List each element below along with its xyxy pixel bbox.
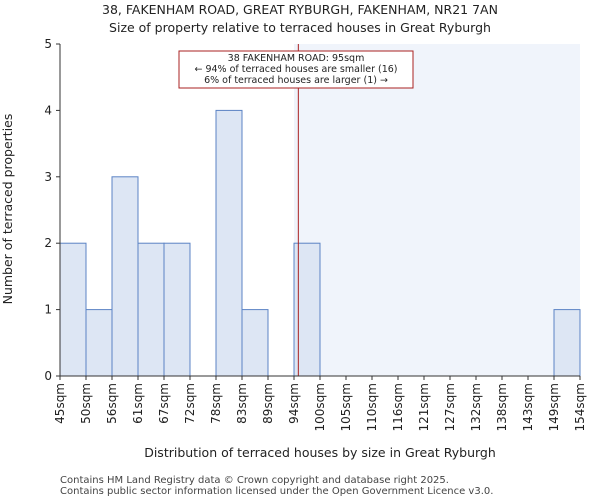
y-tick-label-0: 0 — [44, 369, 52, 383]
bar-149sqm — [553, 309, 581, 377]
x-ticks-group: 45sqm 50sqm 56sqm 61sqm 67sqm 72sqm 78sqm 83sqm… — [53, 376, 587, 431]
bars-group — [59, 109, 581, 377]
y-tick-label-1: 1 — [44, 303, 52, 317]
y-tick-label-3: 3 — [44, 170, 52, 184]
x-tick-label-143sqm: 143sqm — [521, 383, 535, 431]
annotation-line-2: ← 94% of terraced houses are smaller (16… — [194, 64, 397, 75]
annotation-border — [178, 50, 414, 89]
y-tick-label-5: 5 — [44, 37, 52, 51]
footer-line-1: Contains HM Land Registry data © Crown c… — [60, 475, 449, 486]
x-tick-label-127sqm: 127sqm — [443, 383, 457, 431]
x-tick-label-45sqm: 45sqm — [53, 383, 67, 424]
bar-50sqm — [85, 309, 113, 377]
bar-78sqm — [215, 109, 243, 377]
annotation-box: 38 FAKENHAM ROAD: 95sqm ← 94% of terrace… — [178, 50, 414, 89]
x-tick-label-138sqm: 138sqm — [495, 383, 509, 431]
x-tick-label-78sqm: 78sqm — [209, 383, 223, 424]
x-tick-label-100sqm: 100sqm — [313, 383, 327, 431]
y-axis-label: Number of terraced properties — [0, 114, 15, 305]
x-tick-label-110sqm: 110sqm — [365, 383, 379, 431]
x-tick-label-105sqm: 105sqm — [339, 383, 353, 431]
bar-83sqm — [241, 309, 269, 377]
x-tick-label-132sqm: 132sqm — [469, 383, 483, 431]
y-ticks-group: 0 1 2 3 4 5 — [44, 37, 60, 383]
x-tick-label-121sqm: 121sqm — [417, 383, 431, 431]
x-tick-label-56sqm: 56sqm — [105, 383, 119, 424]
bar-45sqm — [59, 242, 87, 377]
x-tick-label-116sqm: 116sqm — [391, 383, 405, 431]
x-tick-label-149sqm: 149sqm — [547, 383, 561, 431]
x-tick-label-154sqm: 154sqm — [573, 383, 587, 431]
bar-61sqm — [137, 242, 165, 377]
chart-subtitle: Size of property relative to terraced ho… — [109, 20, 491, 35]
bar-56sqm — [111, 176, 139, 377]
footer-line-2: Contains public sector information licen… — [60, 486, 493, 497]
x-tick-label-83sqm: 83sqm — [235, 383, 249, 424]
x-tick-label-72sqm: 72sqm — [183, 383, 197, 424]
bar-67sqm — [163, 242, 191, 377]
x-axis-label: Distribution of terraced houses by size … — [144, 445, 496, 460]
x-tick-label-89sqm: 89sqm — [261, 383, 275, 424]
y-tick-label-4: 4 — [44, 103, 52, 117]
x-tick-label-61sqm: 61sqm — [131, 383, 145, 424]
x-tick-label-67sqm: 67sqm — [157, 383, 171, 424]
chart-title: 38, FAKENHAM ROAD, GREAT RYBURGH, FAKENH… — [102, 2, 498, 17]
y-tick-label-2: 2 — [44, 236, 52, 250]
x-tick-label-50sqm: 50sqm — [79, 383, 93, 424]
annotation-line-1: 38 FAKENHAM ROAD: 95sqm — [228, 53, 365, 64]
annotation-line-3: 6% of terraced houses are larger (1) → — [204, 75, 388, 86]
x-tick-label-94sqm: 94sqm — [287, 383, 301, 424]
highlight-region — [294, 44, 580, 376]
